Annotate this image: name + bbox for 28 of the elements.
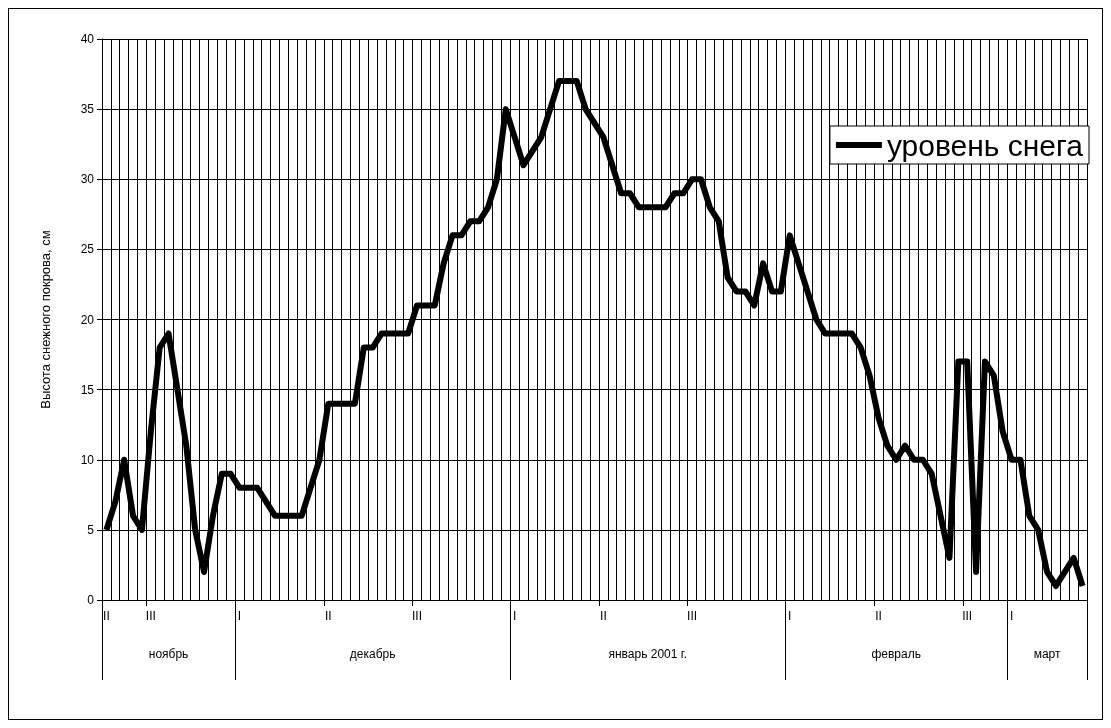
x-tick-label: I xyxy=(788,609,792,623)
y-tick-label: 35 xyxy=(80,102,95,117)
x-tick-label: II xyxy=(103,609,110,623)
x-tick-label: III xyxy=(962,609,973,623)
text: январь 2001 г. xyxy=(608,647,688,661)
y-tick-label: 15 xyxy=(80,382,95,397)
y-tick-label: 40 xyxy=(80,32,95,46)
legend-label: уровень снега xyxy=(886,128,1084,162)
y-tick-label: 30 xyxy=(80,172,95,187)
y-axis-title: Высота снежного покрова, см xyxy=(38,230,53,409)
x-tick-label: III xyxy=(145,609,156,623)
y-tick-label: 20 xyxy=(80,312,95,327)
y-tick-label: 5 xyxy=(87,522,95,537)
text: декабрь xyxy=(349,647,396,661)
text: март xyxy=(1033,647,1061,661)
y-tick-label: 0 xyxy=(87,593,95,607)
x-tick-label: II xyxy=(600,609,607,623)
x-tick-label: III xyxy=(687,609,698,623)
x-tick-label: I xyxy=(237,609,242,623)
text: ноябрь xyxy=(148,647,189,661)
x-tick-label: III xyxy=(412,609,423,623)
x-tick-label: II xyxy=(324,609,332,623)
x-tick-label: I xyxy=(512,609,517,623)
x-tick-label: II xyxy=(875,609,882,623)
y-tick-label: 25 xyxy=(80,242,95,257)
text: февраль xyxy=(871,647,921,661)
y-tick-label: 10 xyxy=(80,452,95,467)
x-tick-label: I xyxy=(1009,609,1014,623)
